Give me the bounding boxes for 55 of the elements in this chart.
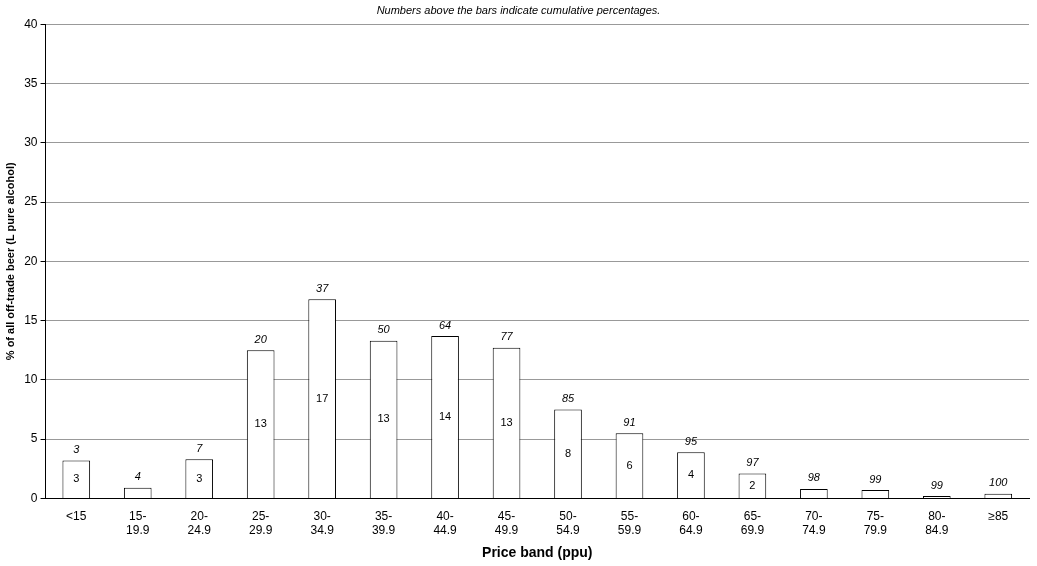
x-tick-label: 15-19.9 xyxy=(126,508,150,538)
annotation: 95 xyxy=(684,434,698,447)
x-tick-label: ≥85 xyxy=(988,508,1009,523)
annotation: 7 xyxy=(196,441,204,454)
data-label: 13 xyxy=(500,415,513,428)
x-tick-label: 60-64.9 xyxy=(679,508,703,538)
data-label: 2 xyxy=(749,478,756,491)
data-label: 3 xyxy=(73,472,80,485)
x-tick-label: 40-44.9 xyxy=(433,508,458,538)
y-tick-label: 25 xyxy=(24,194,38,209)
data-label: 8 xyxy=(564,446,572,459)
annotation: 99 xyxy=(869,472,882,485)
annotation: 4 xyxy=(134,470,141,483)
y-tick-label: 40 xyxy=(24,16,38,31)
annotation: 77 xyxy=(500,330,514,343)
x-tick-label: 45-49.9 xyxy=(494,508,519,538)
x-tick-label: 25-29.9 xyxy=(249,508,273,538)
text: Numbers above the bars indicate cumulative percentages. xyxy=(375,4,662,16)
annotation: 98 xyxy=(807,471,821,484)
data-label: 4 xyxy=(687,468,694,481)
annotation: 85 xyxy=(561,392,575,405)
y-axis-title: % of all off-trade beer (L pure alcohol) xyxy=(3,162,16,361)
annotation: 64 xyxy=(438,318,452,331)
y-tick-label: 30 xyxy=(24,135,38,150)
data-label: 17 xyxy=(316,391,329,404)
annotation: 91 xyxy=(623,415,636,428)
y-tick-label: 5 xyxy=(30,431,38,446)
x-tick-label: 30-34.9 xyxy=(310,508,335,538)
x-tick-label: 55-59.9 xyxy=(617,508,642,538)
annotation: 100 xyxy=(989,476,1009,489)
x-tick-label: 50-54.9 xyxy=(556,508,581,538)
y-tick-label: 10 xyxy=(24,372,38,387)
x-tick-label: 80-84.9 xyxy=(925,508,949,538)
data-label: 14 xyxy=(438,409,452,422)
data-label: 3 xyxy=(196,471,203,484)
x-tick-label: 75-79.9 xyxy=(863,508,888,538)
x-tick-label: <15 xyxy=(66,508,87,523)
data-label: 13 xyxy=(377,412,390,425)
y-tick-label: 20 xyxy=(24,253,38,268)
annotation: 20 xyxy=(253,332,268,345)
x-tick-label: 65-69.9 xyxy=(740,508,765,538)
y-tick-label: 15 xyxy=(24,312,38,327)
data-label: 13 xyxy=(254,417,267,430)
annotation: 3 xyxy=(73,443,81,456)
annotation: 97 xyxy=(746,456,760,469)
x-tick-label: 35-39.9 xyxy=(371,508,396,538)
annotation: 99 xyxy=(930,478,943,491)
annotation: 37 xyxy=(316,281,330,294)
y-tick-label: 35 xyxy=(24,75,38,90)
annotation: 50 xyxy=(377,323,391,336)
data-label: 6 xyxy=(626,458,633,471)
x-tick-label: 20-24.9 xyxy=(187,508,212,538)
x-tick-label: 70-74.9 xyxy=(802,508,826,538)
x-axis-title: Price band (ppu) xyxy=(482,544,593,561)
y-tick-label: 0 xyxy=(30,490,38,505)
